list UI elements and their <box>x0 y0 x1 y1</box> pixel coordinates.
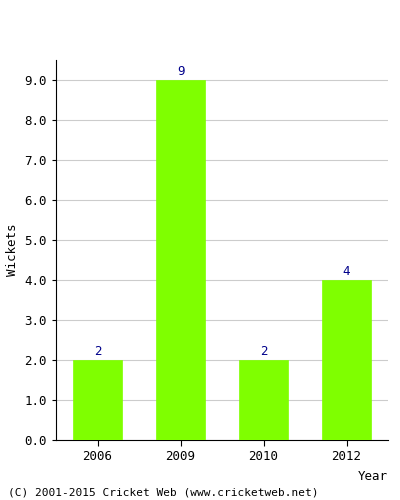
Bar <box>73 360 122 440</box>
Text: 2: 2 <box>260 344 267 358</box>
Text: 9: 9 <box>177 64 184 78</box>
Y-axis label: Wickets: Wickets <box>6 224 19 276</box>
Text: (C) 2001-2015 Cricket Web (www.cricketweb.net): (C) 2001-2015 Cricket Web (www.cricketwe… <box>8 488 318 498</box>
Bar <box>238 360 288 440</box>
Bar <box>322 280 372 440</box>
Text: 4: 4 <box>343 264 350 278</box>
Text: 2: 2 <box>94 344 101 358</box>
Bar <box>156 80 206 440</box>
Text: Year: Year <box>358 470 388 484</box>
